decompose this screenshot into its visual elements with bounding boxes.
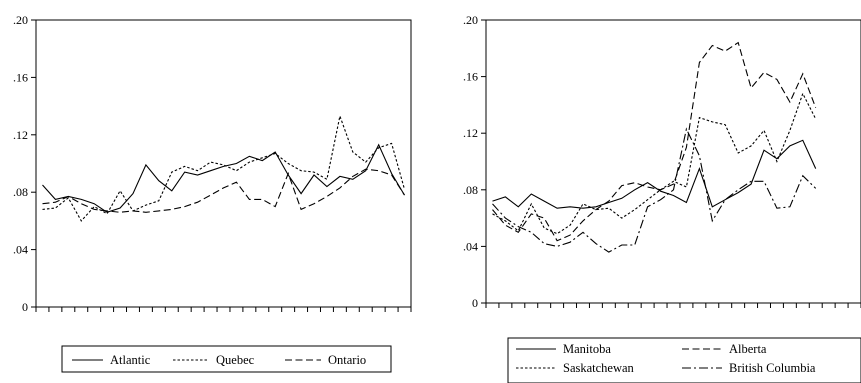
- y-tick-label: .16: [13, 70, 28, 84]
- y-tick-label: .08: [13, 185, 28, 199]
- series-line-atlantic: [42, 143, 405, 213]
- plot-frame: [485, 19, 861, 304]
- y-tick-label: 0: [472, 296, 478, 310]
- series-line-saskatchewan: [492, 92, 817, 235]
- chart-left: 0 .04 .08 .12 .16 .20 Atlantic Quebec Ontario: [13, 13, 412, 373]
- legend-label: Quebec: [216, 353, 255, 367]
- y-tick-label: .08: [463, 183, 478, 197]
- y-tick-label: 0: [22, 300, 28, 314]
- legend-label: Saskatchewan: [563, 361, 635, 375]
- y-tick-label: .16: [463, 70, 478, 84]
- legend-label: British Columbia: [729, 361, 816, 375]
- y-tick-label: .20: [463, 13, 478, 27]
- plot-frame: [35, 19, 412, 308]
- y-tick-label: .12: [13, 128, 28, 142]
- legend-label: Ontario: [328, 353, 366, 367]
- legend-box: [61, 345, 392, 373]
- legend-label: Atlantic: [110, 353, 151, 367]
- series-line-ontario: [42, 168, 405, 213]
- legend-label: Manitoba: [563, 342, 611, 356]
- y-tick-label: .12: [463, 126, 478, 140]
- y-tick-label: .04: [13, 243, 28, 257]
- y-tick-label: .20: [13, 13, 28, 27]
- chart-right: 0 .04 .08 .12 .16 .20 Manitoba Alberta Saskatche…: [463, 13, 861, 383]
- legend-label: Alberta: [729, 342, 767, 356]
- series-line-manitoba: [492, 139, 817, 209]
- series-line-british-columbia: [492, 127, 817, 253]
- y-tick-label: .04: [463, 239, 478, 253]
- series-line-alberta: [492, 41, 817, 242]
- legend-box: [507, 337, 861, 383]
